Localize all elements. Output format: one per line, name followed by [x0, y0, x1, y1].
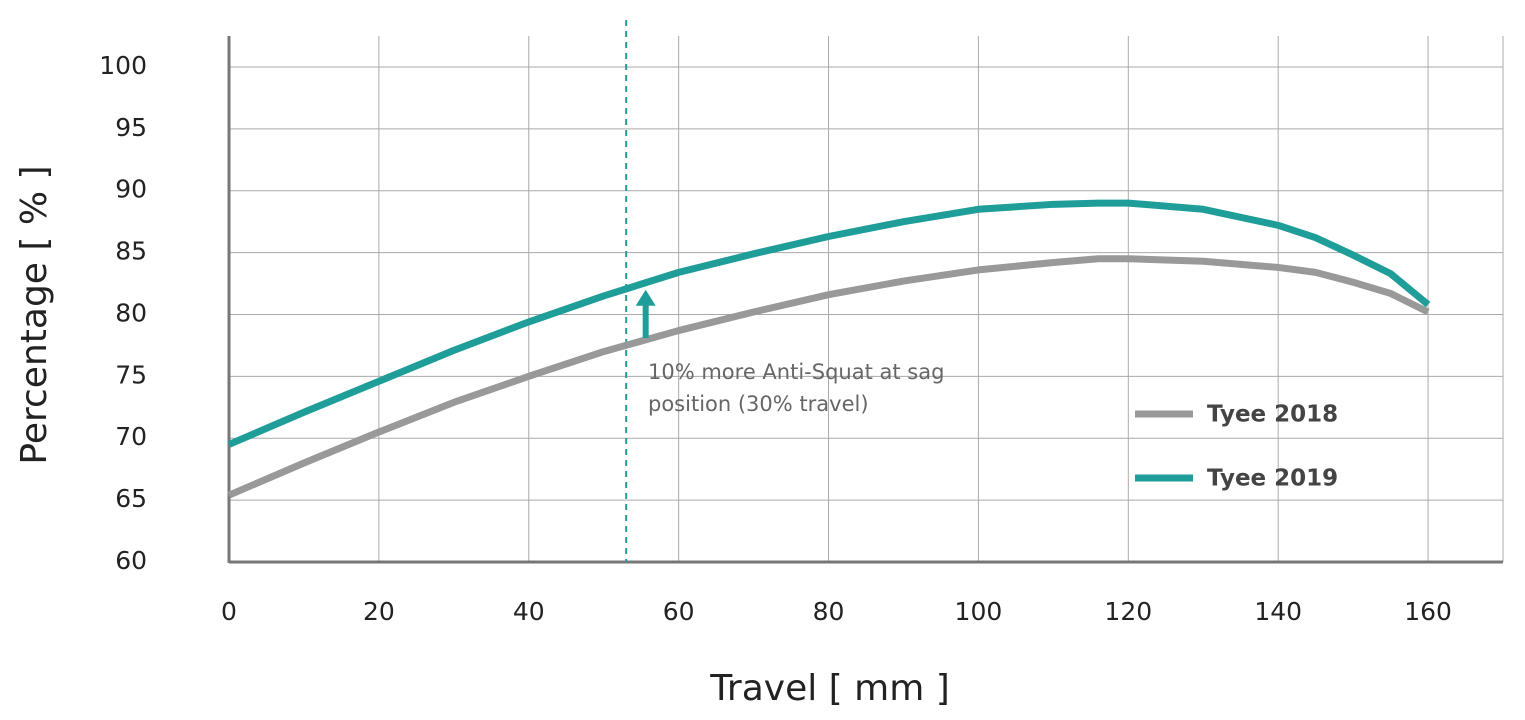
legend-label: Tyee 2018 [1207, 402, 1338, 428]
x-tick-label: 40 [513, 597, 545, 626]
y-axis-title: Percentage [ % ] [14, 165, 55, 464]
y-tick-label: 60 [115, 546, 147, 575]
x-tick-label: 0 [221, 597, 237, 626]
legend-label: Tyee 2019 [1207, 466, 1338, 492]
x-tick-label: 80 [813, 597, 845, 626]
series-line [227, 255, 1430, 499]
x-tick-label: 20 [363, 597, 395, 626]
x-tick-label: 100 [955, 597, 1003, 626]
y-tick-label: 95 [115, 113, 147, 142]
annotation-text: 10% more Anti-Squat at sag [648, 360, 944, 384]
y-tick-label: 100 [99, 51, 147, 80]
y-tick-label: 70 [115, 422, 147, 451]
y-tick-label: 75 [115, 360, 147, 389]
x-tick-label: 160 [1404, 597, 1452, 626]
annotation-text: position (30% travel) [648, 392, 869, 416]
y-tick-label: 85 [115, 237, 147, 266]
y-tick-label: 90 [115, 175, 147, 204]
arrow-head [635, 289, 656, 306]
x-tick-label: 60 [663, 597, 695, 626]
x-axis-title: Travel [ mm ] [709, 668, 950, 709]
y-tick-label: 65 [115, 484, 147, 513]
x-tick-label: 140 [1254, 597, 1302, 626]
series-line [227, 199, 1431, 448]
y-tick-label: 80 [115, 298, 147, 327]
x-tick-label: 120 [1104, 597, 1152, 626]
